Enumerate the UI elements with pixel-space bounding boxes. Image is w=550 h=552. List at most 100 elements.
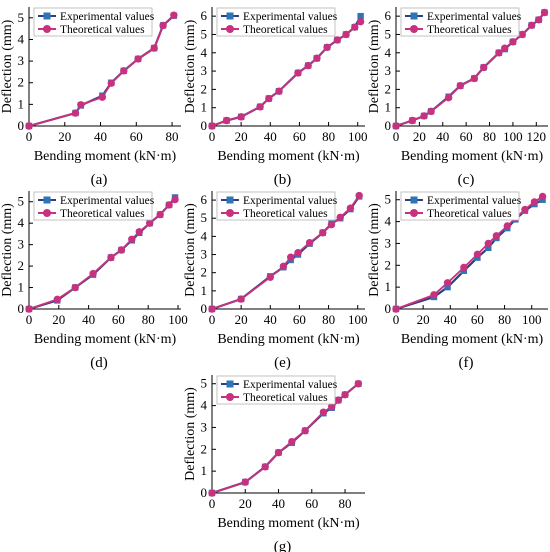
theoretical-point [430,291,438,299]
y-axis-title: Deflection (mm) [0,203,15,297]
x-tick-label: 60 [293,129,306,144]
x-tick-label: 80 [142,312,155,327]
legend-theoretical-marker [410,25,418,33]
x-tick-label: 0 [26,312,33,327]
x-tick-label: 40 [272,496,285,511]
x-axis-title: Bending moment (kN·m) [34,332,177,347]
theoretical-point [120,67,128,75]
theoretical-point [327,220,336,229]
y-tick-label: 2 [201,441,208,456]
x-tick-label: 0 [209,312,216,327]
x-tick-label: 20 [235,129,248,144]
theoretical-point [71,283,79,292]
theoretical-point [265,94,273,103]
x-tick-label: 20 [52,312,65,327]
legend-experimental-label: Experimental values [60,195,155,207]
theoretical-point [521,205,529,214]
theoretical-point [150,44,158,52]
y-tick-label: 2 [201,265,208,280]
experimental-point [485,244,492,252]
y-tick-label: 5 [385,192,392,207]
theoretical-point [328,402,336,411]
y-tick-label: 0 [201,301,208,316]
y-tick-label: 0 [201,118,208,133]
y-tick-label: 5 [201,210,208,225]
theoretical-point [134,55,142,63]
theoretical-point [135,228,143,236]
theoretical-point [25,305,33,313]
theoretical-point [286,253,295,261]
theoretical-point [334,396,343,404]
y-tick-label: 1 [385,279,392,294]
panel-label: (f) [459,355,474,371]
x-tick-label: 60 [112,312,125,327]
theoretical-point [501,44,509,52]
legend-experimental-marker [226,196,234,204]
legend-experimental-marker [410,12,418,20]
y-tick-label: 1 [201,283,208,298]
theoretical-point [301,427,309,435]
theoretical-point [77,101,85,109]
x-tick-label: 0 [209,129,216,144]
panel-label: (d) [90,355,108,371]
y-axis-title: Deflection (mm) [183,203,198,297]
y-tick-label: 0 [385,118,392,133]
x-tick-label: 60 [305,496,318,511]
x-tick-label: 80 [322,312,335,327]
theoretical-point [237,113,245,121]
y-tick-label: 5 [385,26,392,41]
legend-experimental-label: Experimental values [427,11,522,23]
y-tick-label: 4 [201,228,208,243]
theoretical-point [294,69,302,77]
legend-experimental-marker [226,380,234,388]
x-tick-label: 40 [94,129,107,144]
legend-box [216,375,336,405]
theoretical-point [275,87,283,95]
theoretical-point [470,74,479,83]
y-tick-label: 2 [18,75,25,90]
theoretical-point [261,463,269,471]
x-tick-label: 80 [483,129,496,144]
theoretical-point [460,263,468,272]
x-axis-title: Bending moment (kN·m) [217,332,360,347]
theoretical-point [25,122,33,130]
x-tick-label: 20 [58,129,71,144]
x-tick-label: 80 [339,496,352,511]
legend-experimental-label: Experimental values [60,11,155,23]
legend-theoretical-marker [43,25,51,33]
y-tick-label: 2 [385,81,392,96]
panel-label: (b) [274,172,292,188]
theoretical-point [170,11,178,19]
theoretical-point [107,79,115,87]
theoretical-point [354,380,363,388]
y-tick-label: 5 [201,26,208,41]
legend-theoretical-marker [226,393,234,401]
theoretical-point [456,82,465,90]
x-tick-label: 120 [527,129,547,144]
theoretical-point [495,49,503,57]
y-tick-label: 4 [18,215,25,230]
y-axis-title: Deflection (mm) [0,19,15,113]
theoretical-point [208,122,216,130]
theoretical-point [319,408,328,416]
theoretical-point [540,8,549,17]
x-tick-label: 40 [264,129,277,144]
legend-experimental-label: Experimental values [243,195,338,207]
y-tick-label: 1 [201,100,208,115]
theoretical-point [274,448,283,457]
chart-panel-1: 0 20 40 60 80 0 1 2 3 4 5 Bending moment (kN·m) Defl… [0,7,181,188]
panel-label: (a) [91,172,108,188]
theoretical-point [117,246,126,254]
theoretical-point [256,103,264,111]
chart-panel-4: 0 20 40 60 80 100 0 1 2 3 4 5 Bending moment (kN·m) D… [0,191,188,371]
theoretical-point [392,122,400,130]
theoretical-point [279,262,288,271]
theoretical-point [165,201,173,209]
theoretical-point [323,43,331,51]
